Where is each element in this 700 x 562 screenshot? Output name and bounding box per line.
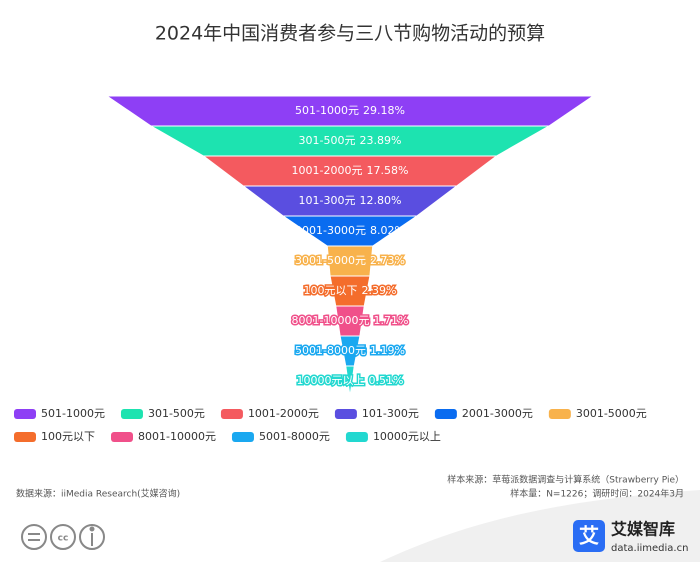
legend-swatch [120, 409, 143, 419]
segment-value: 12.80% [360, 194, 402, 207]
segment-label: 101-300元 12.80% [299, 194, 402, 207]
legend-item: 2001-3000元 [434, 407, 533, 420]
cc-mark: cc [58, 534, 69, 544]
legend-item: 3001-5000元 [548, 407, 647, 420]
legend-item: 10000元以上 [345, 430, 441, 443]
legend-swatch [345, 432, 368, 442]
legend-label: 1001-2000元 [248, 407, 319, 420]
corner-decoration [380, 490, 700, 562]
segment-value: 1.19% [370, 344, 405, 357]
legend-swatch [231, 432, 254, 442]
legend-swatch [334, 409, 357, 419]
legend-swatch [548, 409, 571, 419]
legend-swatch [111, 432, 133, 442]
segment-label: 301-500元 23.89% [299, 134, 402, 147]
legend-swatch [14, 432, 36, 442]
chart-title: 2024年中国消费者参与三八节购物活动的预算 [155, 23, 545, 45]
segment-value: 2.39% [362, 284, 397, 297]
legend-label: 8001-10000元 [138, 430, 216, 443]
legend-item: 501-1000元 [14, 407, 105, 420]
segment-label: 1001-2000元 17.58% [292, 164, 409, 177]
legend-label: 5001-8000元 [259, 430, 330, 443]
legend-label: 100元以下 [41, 430, 95, 443]
legend-label: 101-300元 [362, 407, 419, 420]
segment-value: 2.73% [370, 254, 405, 267]
funnel-segment [345, 365, 355, 397]
segment-category: 3001-5000元 [295, 254, 366, 267]
brand-logo [573, 520, 605, 552]
brand-logo-mark: 艾 [579, 524, 599, 548]
legend-item: 101-300元 [334, 407, 419, 420]
brand-url: data.iimedia.cn [611, 543, 688, 554]
legend-item: 100元以下 [14, 430, 95, 443]
legend-swatch [14, 409, 36, 419]
segment-category: 301-500元 [299, 134, 356, 147]
segment-label: 501-1000元 29.18% [295, 104, 405, 117]
segment-category: 1001-2000元 [292, 164, 363, 177]
segment-value: 0.51% [369, 374, 404, 387]
legend-swatch [220, 409, 243, 419]
legend-item: 8001-10000元 [111, 430, 216, 443]
sample-size: 样本量：N=1226；调研时间：2024年3月 [510, 488, 684, 500]
segment-label: 3001-5000元 2.73% [295, 254, 405, 267]
legend-label: 3001-5000元 [576, 407, 647, 420]
segment-label: 10000元以上 0.51% [297, 374, 404, 387]
brand-name: 艾媒智库 [611, 520, 675, 539]
legend-swatch [434, 409, 457, 419]
segment-label: 2001-3000元 8.02% [295, 224, 405, 237]
segment-value: 1.71% [374, 314, 409, 327]
segment-label: 8001-10000元 1.71% [292, 314, 409, 327]
segment-category: 100元以下 [304, 284, 358, 297]
sample-source: 样本来源：草莓派数据调查与计算系统（Strawberry Pie） [447, 474, 684, 486]
legend-label: 2001-3000元 [462, 407, 533, 420]
segment-label: 5001-8000元 1.19% [295, 344, 405, 357]
legend-label: 10000元以上 [373, 430, 441, 443]
legend-label: 301-500元 [148, 407, 205, 420]
legend-label: 501-1000元 [41, 407, 105, 420]
segment-value: 23.89% [360, 134, 402, 147]
segment-category: 101-300元 [299, 194, 356, 207]
segment-category: 5001-8000元 [295, 344, 366, 357]
segment-label: 100元以下 2.39% [304, 284, 397, 297]
legend-item: 301-500元 [120, 407, 205, 420]
legend-item: 5001-8000元 [231, 430, 330, 443]
segment-value: 17.58% [367, 164, 409, 177]
legend-item: 1001-2000元 [220, 407, 319, 420]
segment-value: 8.02% [370, 224, 405, 237]
segment-category: 2001-3000元 [295, 224, 366, 237]
data-source: 数据来源：iiMedia Research(艾媒咨询) [16, 488, 180, 500]
segment-category: 501-1000元 [295, 104, 359, 117]
license-icons [21, 524, 105, 550]
segment-category: 8001-10000元 [292, 314, 370, 327]
segment-value: 29.18% [363, 104, 405, 117]
segment-category: 10000元以上 [297, 374, 365, 387]
